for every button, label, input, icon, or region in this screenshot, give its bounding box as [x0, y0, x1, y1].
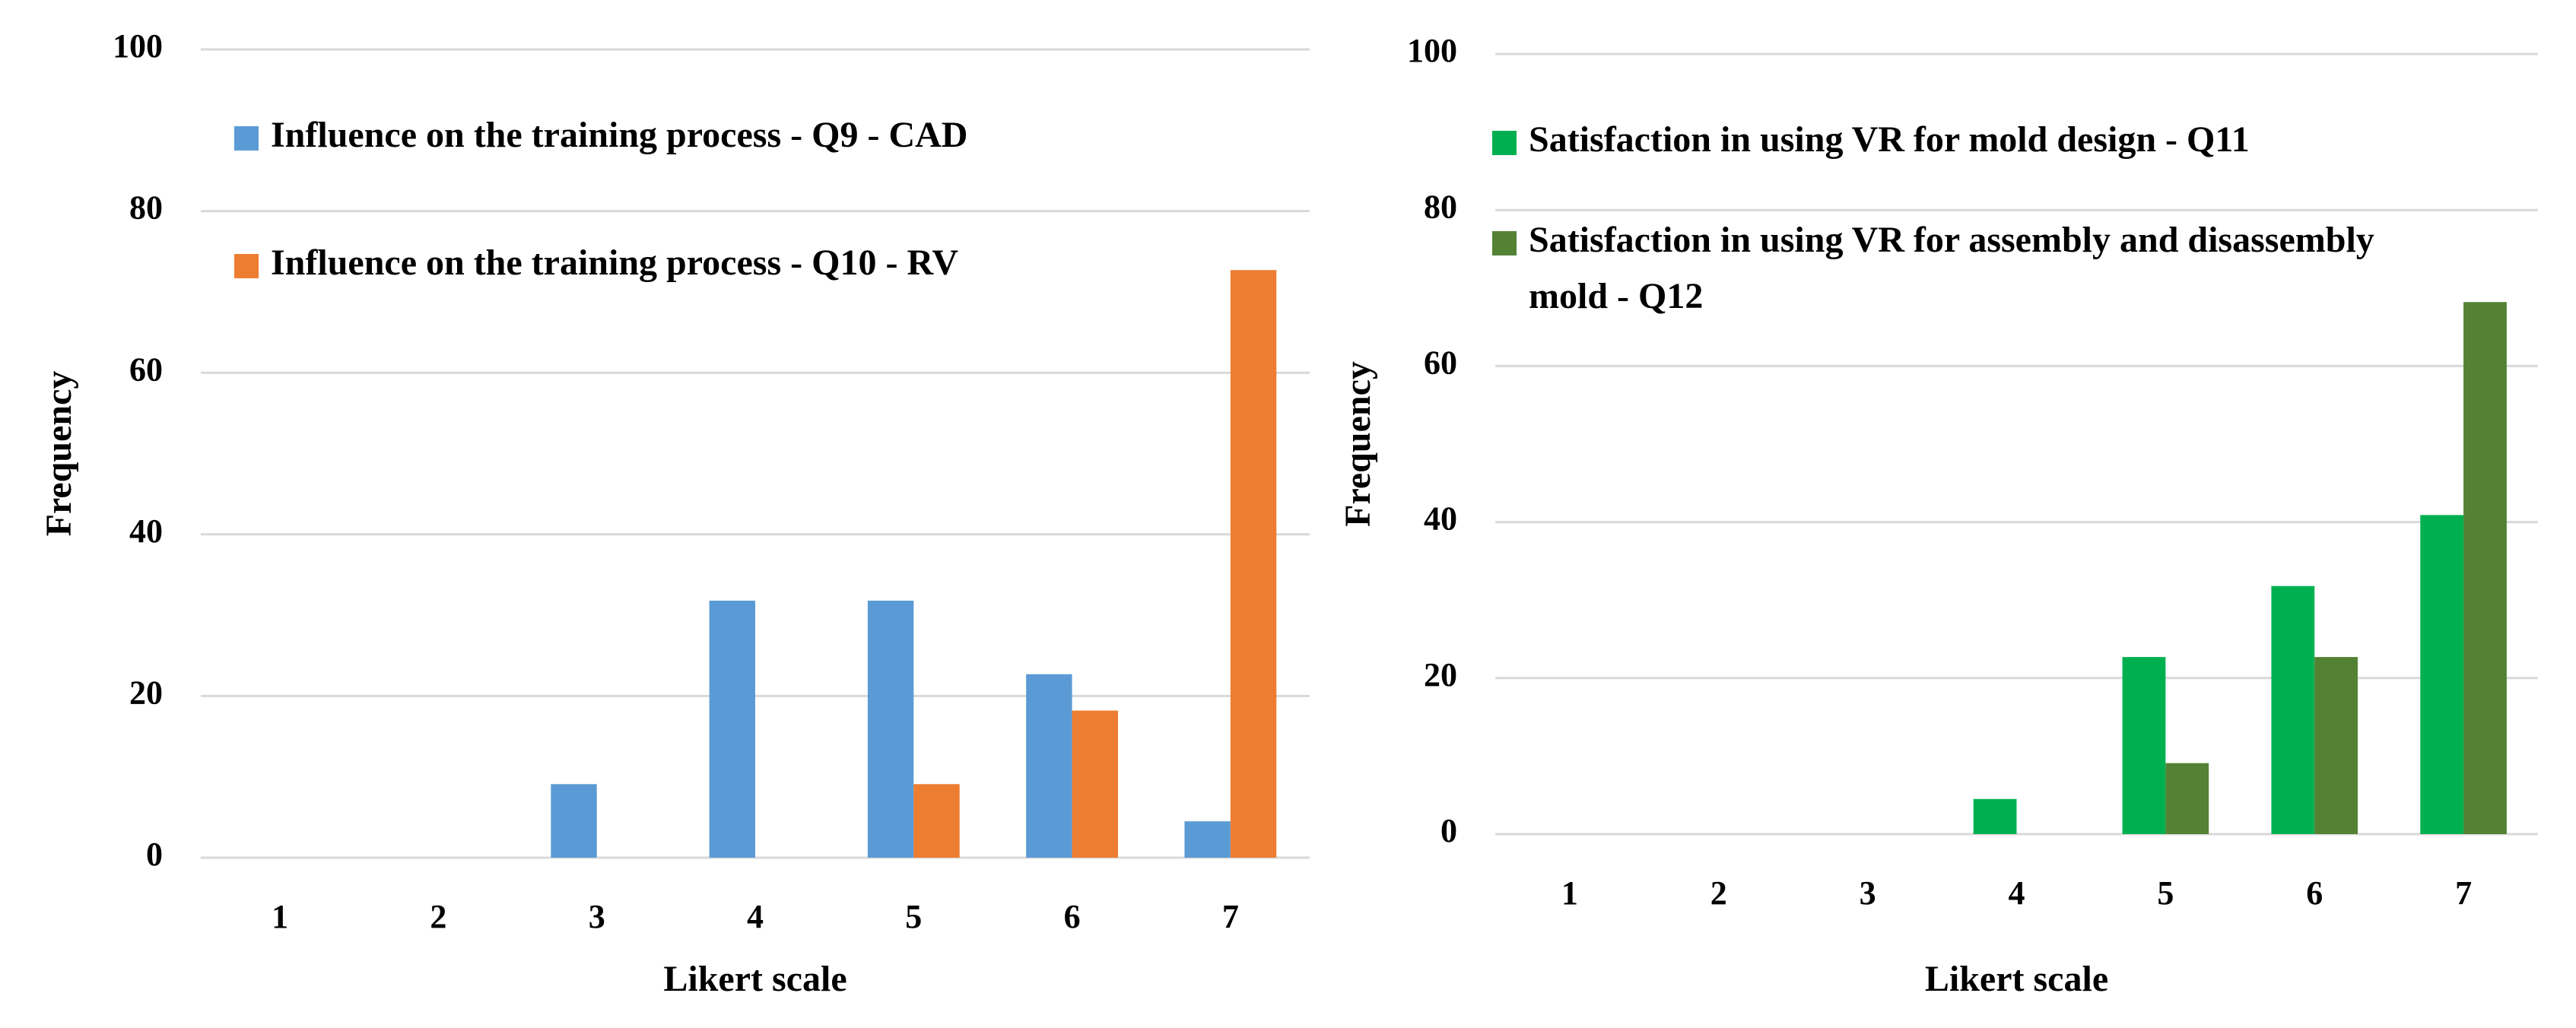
- x-tick-label: 6: [2306, 874, 2323, 912]
- bar: [2463, 302, 2507, 834]
- x-tick-label: 2: [1710, 874, 1727, 912]
- bar: [2122, 657, 2166, 834]
- x-tick-label: 4: [747, 898, 764, 935]
- legend-label: Satisfaction in using VR for assembly an…: [1529, 220, 2374, 316]
- y-tick-label: 20: [129, 674, 163, 711]
- bar: [913, 784, 960, 858]
- x-tick-label: 1: [272, 898, 288, 935]
- x-axis-title: Likert scale: [1925, 959, 2108, 999]
- x-tick-label: 6: [1064, 898, 1081, 935]
- y-tick-label: 80: [129, 189, 163, 227]
- x-axis-title: Likert scale: [663, 959, 846, 999]
- legend-label: Satisfaction in using VR for mold design…: [1529, 119, 2250, 160]
- y-tick-label: 40: [1424, 500, 1457, 538]
- y-tick-label: 0: [1440, 812, 1457, 849]
- y-tick-label: 0: [146, 836, 163, 873]
- legend-label: Influence on the training process - Q10 …: [271, 243, 958, 283]
- bar: [2165, 763, 2209, 834]
- y-tick-label: 100: [1407, 32, 1457, 69]
- bar: [1184, 821, 1231, 858]
- bar: [2314, 657, 2358, 834]
- y-tick-label: 60: [129, 351, 163, 388]
- bar: [2271, 585, 2315, 834]
- x-tick-label: 3: [589, 898, 605, 935]
- y-tick-label: 40: [129, 512, 163, 550]
- bar: [867, 600, 914, 858]
- x-tick-label: 1: [1561, 874, 1578, 912]
- x-tick-label: 7: [2455, 874, 2472, 912]
- x-tick-label: 2: [430, 898, 446, 935]
- legend-label: Influence on the training process - Q9 -…: [271, 115, 967, 155]
- legend-line: Satisfaction in using VR for assembly an…: [1529, 220, 2374, 260]
- bar: [1230, 270, 1277, 858]
- legend-swatch: [1492, 231, 1517, 255]
- x-tick-label: 7: [1222, 898, 1239, 935]
- legend-swatch: [234, 254, 259, 278]
- x-tick-label: 4: [2009, 874, 2025, 912]
- legend-swatch: [234, 126, 259, 151]
- bar: [1072, 710, 1118, 858]
- y-tick-label: 80: [1424, 188, 1457, 225]
- legend-swatch: [1492, 131, 1517, 155]
- x-tick-label: 5: [905, 898, 922, 935]
- y-axis-title: Frequency: [39, 371, 79, 537]
- x-tick-label: 5: [2157, 874, 2174, 912]
- y-axis-title: Frequency: [1338, 361, 1378, 527]
- y-tick-label: 60: [1424, 344, 1457, 381]
- bar: [1973, 798, 2017, 834]
- bar: [551, 784, 597, 858]
- y-tick-label: 100: [113, 27, 163, 65]
- y-tick-label: 20: [1424, 656, 1457, 693]
- bar: [2420, 515, 2464, 834]
- legend-line: mold - Q12: [1529, 276, 1703, 316]
- x-tick-label: 3: [1860, 874, 1876, 912]
- bar: [709, 600, 755, 858]
- bar: [1026, 674, 1072, 858]
